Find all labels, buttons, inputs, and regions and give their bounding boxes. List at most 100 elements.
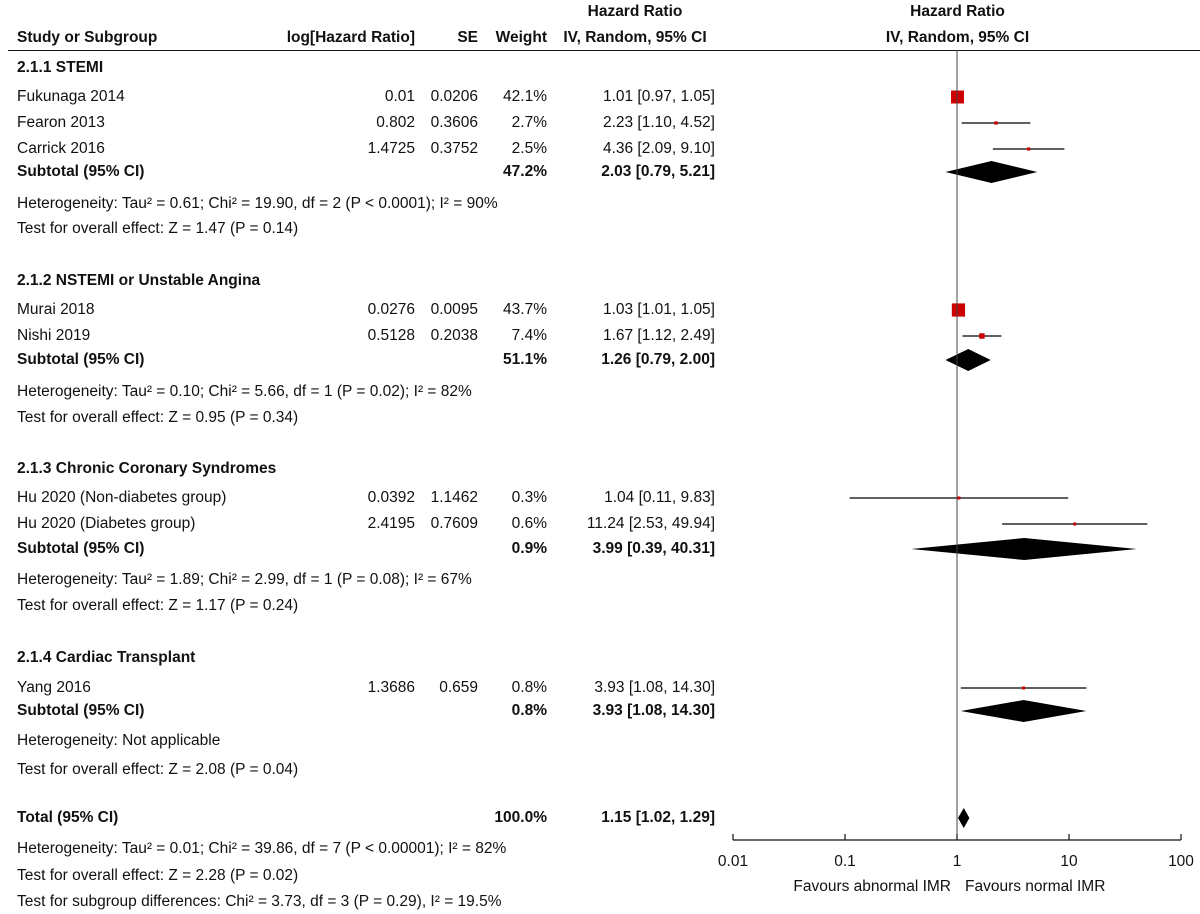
- study-hr-ci: 11.24 [2.53, 49.94]: [586, 515, 715, 532]
- subgroup-title: 2.1.1 STEMI: [17, 59, 104, 76]
- study-loghr: 0.802: [376, 114, 415, 131]
- plot-method: IV, Random, 95% CI: [885, 29, 1030, 46]
- study-weight: 2.7%: [511, 114, 547, 131]
- study-box: [951, 303, 966, 317]
- study-name: Hu 2020 (Non-diabetes group): [17, 489, 227, 506]
- total-label: Total (95% CI): [17, 809, 119, 826]
- subgroup-title: 2.1.4 Cardiac Transplant: [17, 649, 196, 666]
- subtotal-label: Subtotal (95% CI): [17, 163, 145, 180]
- pooled-diamond: [945, 161, 1038, 183]
- study-loghr: 1.3686: [367, 679, 415, 696]
- subtotal-weight: 0.8%: [511, 702, 547, 719]
- study-name: Fearon 2013: [17, 114, 105, 131]
- pooled-diamond: [945, 349, 991, 371]
- study-loghr: 0.0392: [367, 489, 415, 506]
- subgroup-title: 2.1.2 NSTEMI or Unstable Angina: [17, 272, 261, 289]
- favours-left-label: Favours abnormal IMR: [793, 878, 951, 895]
- study-se: 1.1462: [430, 489, 478, 506]
- subtotal-hr-ci: 3.99 [0.39, 40.31]: [592, 540, 715, 557]
- subgroup-differences-text: Test for subgroup differences: Chi² = 3.…: [17, 893, 502, 910]
- study-se: 0.0095: [430, 301, 478, 318]
- study-loghr: 1.4725: [367, 140, 415, 157]
- header-se: SE: [457, 29, 478, 46]
- heterogeneity-text: Heterogeneity: Tau² = 0.10; Chi² = 5.66,…: [17, 383, 472, 400]
- favours-right-label: Favours normal IMR: [965, 878, 1105, 895]
- study-weight: 0.6%: [511, 515, 547, 532]
- study-hr-ci: 1.67 [1.12, 2.49]: [602, 327, 715, 344]
- heterogeneity-text: Heterogeneity: Tau² = 1.89; Chi² = 2.99,…: [17, 571, 472, 588]
- study-name: Hu 2020 (Diabetes group): [17, 515, 196, 532]
- x-axis-tick-label: 100: [1168, 853, 1194, 870]
- study-box: [1022, 686, 1026, 690]
- header-hr-title: Hazard Ratio: [587, 3, 683, 20]
- overall-effect-text: Test for overall effect: Z = 2.08 (P = 0…: [17, 761, 299, 778]
- study-weight: 2.5%: [511, 140, 547, 157]
- total-overall-effect-text: Test for overall effect: Z = 2.28 (P = 0…: [17, 867, 299, 884]
- study-weight: 0.3%: [511, 489, 547, 506]
- study-loghr: 0.01: [384, 88, 415, 105]
- study-hr-ci: 1.03 [1.01, 1.05]: [602, 301, 715, 318]
- pooled-diamond: [911, 538, 1137, 560]
- header-rule: [8, 50, 1200, 51]
- study-se: 0.0206: [430, 88, 478, 105]
- header-hr-method: IV, Random, 95% CI: [563, 29, 707, 46]
- study-loghr: 0.0276: [367, 301, 415, 318]
- subtotal-weight: 51.1%: [503, 351, 547, 368]
- pooled-diamond: [957, 808, 970, 828]
- study-se: 0.3752: [430, 140, 478, 157]
- subtotal-hr-ci: 3.93 [1.08, 14.30]: [592, 702, 715, 719]
- study-name: Nishi 2019: [17, 327, 91, 344]
- plot-title: Hazard Ratio: [910, 3, 1005, 20]
- study-weight: 42.1%: [503, 88, 547, 105]
- total-hr-ci: 1.15 [1.02, 1.29]: [601, 809, 715, 826]
- study-hr-ci: 1.04 [0.11, 9.83]: [604, 489, 715, 506]
- overall-effect-text: Test for overall effect: Z = 1.47 (P = 0…: [17, 220, 299, 237]
- x-axis-tick-label: 0.01: [718, 853, 748, 870]
- overall-effect-text: Test for overall effect: Z = 1.17 (P = 0…: [17, 597, 299, 614]
- study-hr-ci: 3.93 [1.08, 14.30]: [594, 679, 715, 696]
- study-se: 0.2038: [430, 327, 478, 344]
- heterogeneity-text: Heterogeneity: Not applicable: [17, 732, 221, 749]
- subtotal-weight: 0.9%: [511, 540, 547, 557]
- header-loghr: log[Hazard Ratio]: [286, 29, 415, 46]
- overall-effect-text: Test for overall effect: Z = 0.95 (P = 0…: [17, 409, 299, 426]
- header-study: Study or Subgroup: [17, 29, 158, 46]
- study-se: 0.7609: [430, 515, 478, 532]
- pooled-diamond: [960, 700, 1087, 722]
- study-box: [957, 496, 961, 500]
- total-weight: 100.0%: [494, 809, 547, 826]
- study-hr-ci: 1.01 [0.97, 1.05]: [602, 88, 715, 105]
- study-se: 0.3606: [430, 114, 478, 131]
- study-name: Carrick 2016: [17, 140, 105, 157]
- x-axis-tick-label: 1: [953, 853, 962, 870]
- study-weight: 7.4%: [511, 327, 547, 344]
- subtotal-label: Subtotal (95% CI): [17, 540, 145, 557]
- heterogeneity-text: Heterogeneity: Tau² = 0.61; Chi² = 19.90…: [17, 195, 498, 212]
- subtotal-hr-ci: 2.03 [0.79, 5.21]: [601, 163, 715, 180]
- study-loghr: 2.4195: [367, 515, 415, 532]
- study-hr-ci: 2.23 [1.10, 4.52]: [602, 114, 715, 131]
- study-hr-ci: 4.36 [2.09, 9.10]: [602, 140, 715, 157]
- subtotal-label: Subtotal (95% CI): [17, 702, 145, 719]
- x-axis-tick-label: 10: [1060, 853, 1078, 870]
- study-box: [994, 121, 998, 125]
- study-box: [1027, 147, 1031, 151]
- study-name: Murai 2018: [17, 301, 95, 318]
- study-weight: 0.8%: [511, 679, 547, 696]
- subtotal-label: Subtotal (95% CI): [17, 351, 145, 368]
- study-box: [979, 333, 985, 339]
- subtotal-weight: 47.2%: [503, 163, 547, 180]
- study-name: Fukunaga 2014: [17, 88, 125, 105]
- header-weight: Weight: [495, 29, 547, 46]
- x-axis-tick-label: 0.1: [834, 853, 856, 870]
- study-se: 0.659: [439, 679, 478, 696]
- study-weight: 43.7%: [503, 301, 547, 318]
- subgroup-title: 2.1.3 Chronic Coronary Syndromes: [17, 460, 277, 477]
- subtotal-hr-ci: 1.26 [0.79, 2.00]: [601, 351, 715, 368]
- total-heterogeneity-text: Heterogeneity: Tau² = 0.01; Chi² = 39.86…: [17, 840, 507, 857]
- study-box: [1073, 522, 1077, 526]
- study-name: Yang 2016: [17, 679, 91, 696]
- study-loghr: 0.5128: [367, 327, 415, 344]
